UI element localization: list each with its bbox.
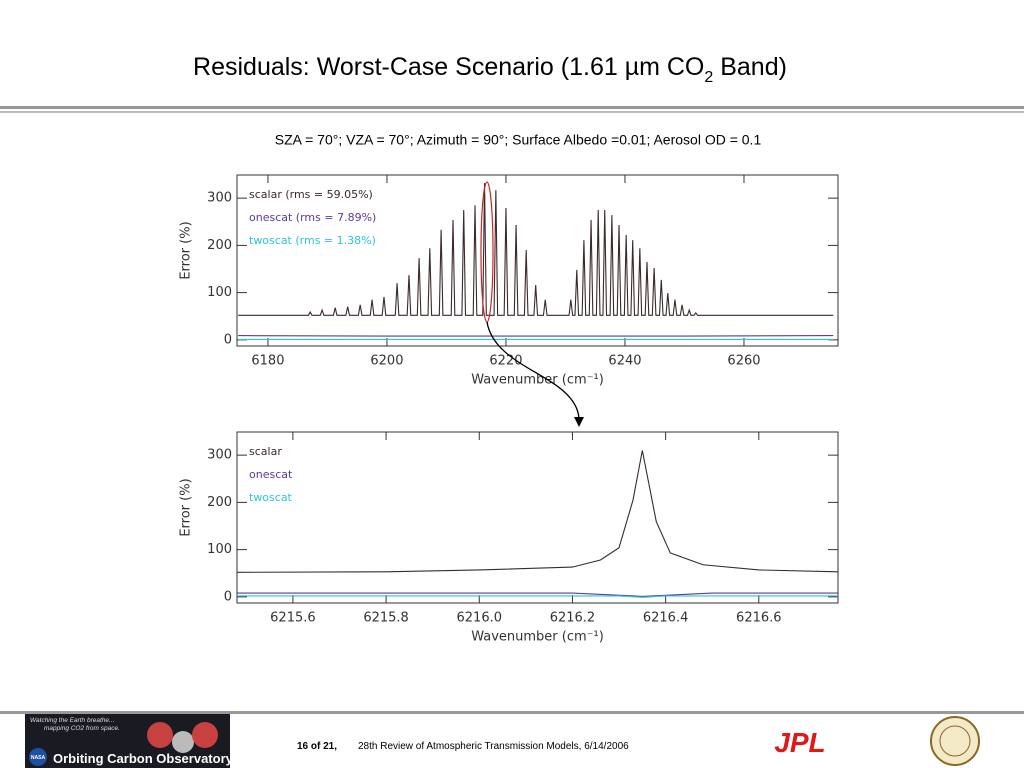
series-line <box>237 592 838 597</box>
slide-title: Residuals: Worst-Case Scenario (1.61 µm … <box>193 53 787 86</box>
caltech-seal <box>930 716 980 766</box>
header-rule <box>0 106 1024 109</box>
arrow-head <box>574 417 584 427</box>
y-tick-label: 0 <box>224 332 232 347</box>
series-line <box>237 595 838 598</box>
header-rule <box>0 111 1024 113</box>
x-tick-label: 6215.6 <box>270 611 316 626</box>
y-tick-label: 0 <box>224 589 232 604</box>
y-tick-label: 100 <box>207 542 232 557</box>
logo-sphere <box>147 722 173 748</box>
legend-entry: onescat <box>249 468 293 481</box>
y-tick-label: 200 <box>207 495 232 510</box>
subtitle: SZA = 70°; VZA = 70°; Azimuth = 90°; Sur… <box>275 132 762 148</box>
nasa-badge <box>29 748 47 766</box>
legend-entry: onescat (rms = 7.89%) <box>249 211 376 224</box>
title-subscript: 2 <box>704 69 713 86</box>
x-tick-label: 6216.0 <box>457 611 503 626</box>
x-tick-label: 6200 <box>370 354 403 369</box>
title-part: Band) <box>713 53 787 81</box>
y-axis-label: Error (%) <box>179 478 194 536</box>
zoom-arrow <box>486 321 580 419</box>
x-tick-label: 6260 <box>727 354 760 369</box>
legend-entry: twoscat <box>249 491 293 504</box>
logo-title: Orbiting Carbon Observatory <box>53 751 234 766</box>
plot-frame <box>236 174 839 347</box>
nasa-text: NASA <box>31 755 46 761</box>
legend-entry: scalar <box>249 445 282 458</box>
plot-frame <box>236 431 839 604</box>
y-tick-label: 300 <box>207 448 232 463</box>
charts: 6180 6200 6220 6240 6260 0 100 200 300 Wavenumber… <box>179 174 839 645</box>
highlight-ellipse <box>480 181 494 323</box>
x-tick-label: 6240 <box>608 354 641 369</box>
x-tick-label: 6180 <box>251 354 284 369</box>
logo-sphere <box>192 722 218 748</box>
series-line <box>236 450 839 573</box>
caltech-seal-inner <box>939 725 971 757</box>
jpl-logo: JPL <box>774 727 825 758</box>
y-axis-label: Error (%) <box>179 221 194 279</box>
legend-entry: twoscat (rms = 1.38%) <box>249 234 376 247</box>
legend-entry: scalar (rms = 59.05%) <box>249 188 373 201</box>
y-tick-label: 200 <box>207 238 232 253</box>
x-tick-label: 6220 <box>489 354 522 369</box>
x-tick-label: 6216.6 <box>736 611 782 626</box>
x-tick-label: 6216.2 <box>550 611 596 626</box>
logo-sphere <box>172 731 194 753</box>
x-axis-label: Wavenumber (cm⁻¹) <box>471 373 604 388</box>
x-axis-label: Wavenumber (cm⁻¹) <box>471 630 604 645</box>
footer-text: 28th Review of Atmospheric Transmission … <box>358 741 629 752</box>
x-tick-label: 6216.4 <box>643 611 689 626</box>
logo-tagline: mapping CO2 from space. <box>44 725 120 732</box>
page-number: 16 of 21, <box>297 741 337 752</box>
y-tick-label: 300 <box>207 191 232 206</box>
y-tick-label: 100 <box>207 285 232 300</box>
series-line <box>238 183 834 316</box>
title-part: Residuals: Worst-Case Scenario (1.61 µm … <box>193 53 704 81</box>
logo-tagline: Watching the Earth breathe... <box>30 717 115 724</box>
x-tick-label: 6215.8 <box>363 611 409 626</box>
footer-rule <box>0 711 1024 714</box>
